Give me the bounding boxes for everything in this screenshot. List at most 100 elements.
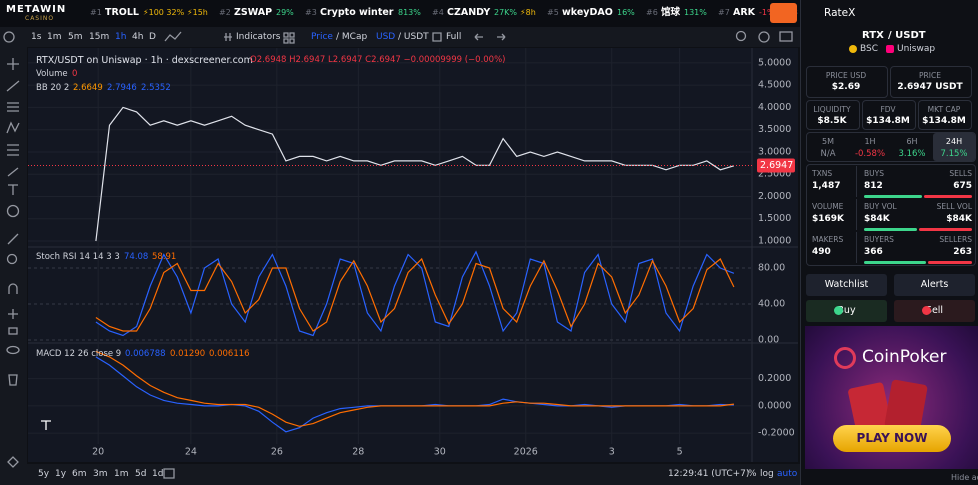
ticker-rank[interactable]: #4	[432, 8, 444, 17]
lock-draw-tool[interactable]	[8, 309, 18, 319]
date-range-icon[interactable]	[163, 468, 175, 479]
range-button[interactable]: 1d	[152, 469, 164, 479]
buy-button-label[interactable]: Buy	[837, 305, 856, 316]
mcap-toggle[interactable]: / MCap	[336, 32, 368, 42]
ad-cta-bg[interactable]	[833, 425, 951, 452]
full-icon[interactable]	[432, 32, 442, 42]
stats-value: 1,487	[812, 181, 841, 191]
period-value[interactable]: 3.16%	[898, 149, 926, 159]
price-toggle[interactable]: Price	[311, 32, 333, 42]
ticker-name[interactable]: ZSWAP	[234, 7, 273, 18]
usdt-toggle[interactable]: / USDT	[398, 32, 429, 42]
ticker-boost[interactable]: ⚡15h	[187, 8, 208, 17]
add-symbol[interactable]	[3, 31, 15, 43]
ticker-change[interactable]: 131%	[684, 8, 707, 17]
ticker-name[interactable]: CZANDY	[447, 7, 491, 18]
magnet-tool[interactable]	[8, 283, 18, 294]
usd-toggle[interactable]: USD	[376, 32, 396, 42]
fire-button[interactable]	[770, 3, 797, 23]
ticker-name[interactable]: Crypto winter	[320, 7, 394, 18]
settings-icon[interactable]	[758, 31, 770, 43]
interval[interactable]: 1h	[115, 32, 127, 42]
prediction-tool[interactable]	[7, 144, 19, 156]
ticker-rank[interactable]: #3	[305, 8, 317, 17]
log-toggle[interactable]: log	[760, 469, 774, 479]
emoji-tool[interactable]	[6, 204, 20, 218]
ad-cta[interactable]: PLAY NOW	[856, 431, 928, 445]
ticker-change[interactable]: 813%	[398, 8, 421, 17]
dex-icon	[886, 45, 894, 53]
ticker-rank[interactable]: #2	[219, 8, 231, 17]
ticker-change[interactable]: 27K%	[494, 8, 518, 17]
text-tool[interactable]	[8, 184, 18, 195]
interval[interactable]: 1s	[31, 32, 42, 42]
ticker-rank[interactable]: #1	[90, 8, 102, 17]
layers-tool[interactable]	[7, 456, 19, 468]
layout-icon[interactable]	[283, 32, 295, 44]
auto-toggle[interactable]: auto	[777, 469, 798, 479]
percent-toggle[interactable]: %	[748, 469, 757, 479]
ticker-name[interactable]: ARK	[733, 7, 756, 18]
ruler-tool[interactable]	[7, 233, 19, 245]
sell-button[interactable]	[894, 300, 975, 322]
sell-button-label[interactable]: Sell	[925, 305, 944, 316]
ticker-rank[interactable]: #7	[718, 8, 730, 17]
rsi-value: 58.91	[152, 252, 177, 262]
visibility-tool[interactable]	[6, 345, 20, 355]
screenshot-icon[interactable]	[779, 31, 793, 42]
crosshair-tool[interactable]	[7, 58, 19, 70]
interval[interactable]: D	[149, 32, 156, 42]
period-value[interactable]: N/A	[820, 149, 836, 159]
redo[interactable]	[497, 33, 506, 41]
lock-tool[interactable]	[8, 327, 18, 335]
indicators[interactable]: Indicators	[236, 32, 281, 42]
period-value[interactable]: -0.58%	[854, 149, 886, 159]
ticker-name[interactable]: TROLL	[105, 7, 139, 18]
delete-tool[interactable]	[8, 374, 18, 386]
period-label[interactable]: 6H	[906, 137, 918, 146]
range-button[interactable]: 3m	[93, 469, 108, 479]
ticker-boost[interactable]: ⚡8h	[520, 8, 536, 17]
period-label[interactable]: 1H	[864, 137, 876, 146]
ticker-change[interactable]: ⚡100 32%	[143, 8, 185, 17]
range-button[interactable]: 1m	[114, 469, 129, 479]
ticker-name[interactable]: wkeyDAO	[562, 7, 613, 18]
search-icon[interactable]	[735, 30, 747, 42]
ticker-change[interactable]: -1%	[759, 8, 775, 17]
interval[interactable]: 1m	[47, 32, 62, 42]
chart-type[interactable]	[164, 31, 182, 42]
alerts-button[interactable]	[894, 274, 975, 296]
x-tick-label: 24	[185, 447, 197, 458]
period-value[interactable]: 7.15%	[940, 149, 968, 159]
indicators-icon[interactable]	[224, 33, 232, 41]
ticker-rank[interactable]: #5	[547, 8, 559, 17]
hide-ad[interactable]: Hide ad	[951, 473, 978, 482]
trendline-tool[interactable]	[6, 80, 20, 92]
undo[interactable]	[474, 33, 483, 41]
range-button[interactable]: 5d	[135, 469, 147, 479]
ticker-name[interactable]: 馆球	[661, 7, 681, 18]
watchlist-button-label[interactable]: Watchlist	[824, 279, 869, 290]
pattern-tool[interactable]	[6, 121, 20, 134]
watchlist-button[interactable]	[806, 274, 887, 296]
ticker-rank[interactable]: #6	[646, 8, 658, 17]
period-label[interactable]: 24H	[945, 137, 963, 146]
interval[interactable]: 5m	[68, 32, 83, 42]
ticker-change[interactable]: 16%	[617, 8, 635, 17]
interval[interactable]: 4h	[132, 32, 144, 42]
range-button[interactable]: 1y	[55, 469, 67, 479]
stats-label: TXNS	[812, 169, 833, 178]
range-button[interactable]: 6m	[72, 469, 87, 479]
fib-tool[interactable]	[7, 102, 19, 112]
ticker-change[interactable]: 29%	[276, 8, 294, 17]
brush-tool[interactable]	[7, 167, 19, 177]
range-button[interactable]: 5y	[38, 469, 50, 479]
ad-brand[interactable]: CoinPoker	[862, 347, 947, 367]
zoom-tool[interactable]	[6, 253, 18, 265]
period-label[interactable]: 5M	[822, 137, 834, 146]
buy-button[interactable]	[806, 300, 887, 322]
stat-value: $134.8M	[866, 116, 910, 126]
alerts-button-label[interactable]: Alerts	[920, 279, 949, 290]
full-button[interactable]: Full	[446, 32, 462, 42]
interval[interactable]: 15m	[89, 32, 110, 42]
